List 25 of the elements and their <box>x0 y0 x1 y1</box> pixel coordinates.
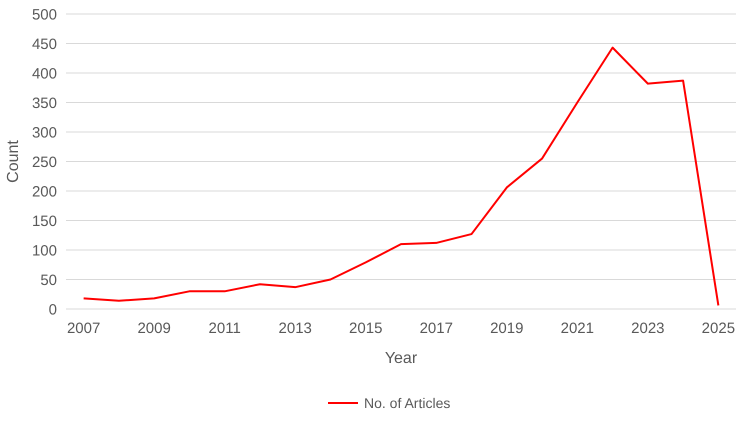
y-tick-label: 0 <box>48 301 57 318</box>
x-tick-label: 2019 <box>490 320 524 337</box>
y-tick-label: 500 <box>32 6 57 24</box>
x-tick-label: 2023 <box>631 320 665 337</box>
x-axis-title: Year <box>384 350 418 367</box>
x-tick-label: 2009 <box>137 320 171 337</box>
y-tick-label: 350 <box>32 94 57 112</box>
y-tick-label: 250 <box>32 154 57 171</box>
x-tick-label: 2017 <box>420 320 453 337</box>
x-tick-label: 2021 <box>560 320 594 337</box>
x-tick-label: 2007 <box>66 320 100 337</box>
line-series <box>82 46 720 306</box>
x-tick-label: 2013 <box>278 320 312 337</box>
y-tick-label: 450 <box>32 36 57 53</box>
x-tick-label: 2011 <box>208 320 241 337</box>
y-tick-label: 50 <box>40 272 57 289</box>
y-tick-label: 200 <box>32 183 57 200</box>
y-tick-label: 150 <box>32 212 57 230</box>
y-tick-label: 100 <box>32 242 57 260</box>
y-tick-label: 400 <box>32 65 57 82</box>
x-tick-label: 2025 <box>702 320 736 337</box>
legend-label: No. of Articles <box>364 394 450 411</box>
x-tick-label: 2015 <box>349 320 382 337</box>
y-axis-title: Count <box>5 140 22 183</box>
y-tick-label: 300 <box>32 124 57 142</box>
